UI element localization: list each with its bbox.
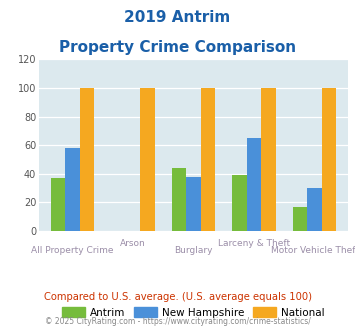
Bar	[247, 138, 261, 231]
Text: Burglary: Burglary	[174, 246, 213, 255]
Bar	[186, 177, 201, 231]
Bar	[50, 178, 65, 231]
Text: All Property Crime: All Property Crime	[31, 246, 114, 255]
Bar	[261, 88, 276, 231]
Bar	[293, 207, 307, 231]
Text: Arson: Arson	[120, 239, 146, 248]
Bar	[322, 88, 337, 231]
Text: Motor Vehicle Theft: Motor Vehicle Theft	[271, 246, 355, 255]
Text: 2019 Antrim: 2019 Antrim	[124, 10, 231, 25]
Bar	[307, 188, 322, 231]
Legend: Antrim, New Hampshire, National: Antrim, New Hampshire, National	[58, 303, 329, 322]
Bar	[232, 175, 247, 231]
Text: Larceny & Theft: Larceny & Theft	[218, 239, 290, 248]
Text: Compared to U.S. average. (U.S. average equals 100): Compared to U.S. average. (U.S. average …	[44, 292, 311, 302]
Bar	[172, 168, 186, 231]
Text: Property Crime Comparison: Property Crime Comparison	[59, 40, 296, 54]
Bar	[80, 88, 94, 231]
Bar	[65, 148, 80, 231]
Bar	[201, 88, 215, 231]
Text: © 2025 CityRating.com - https://www.cityrating.com/crime-statistics/: © 2025 CityRating.com - https://www.city…	[45, 317, 310, 326]
Bar	[140, 88, 155, 231]
